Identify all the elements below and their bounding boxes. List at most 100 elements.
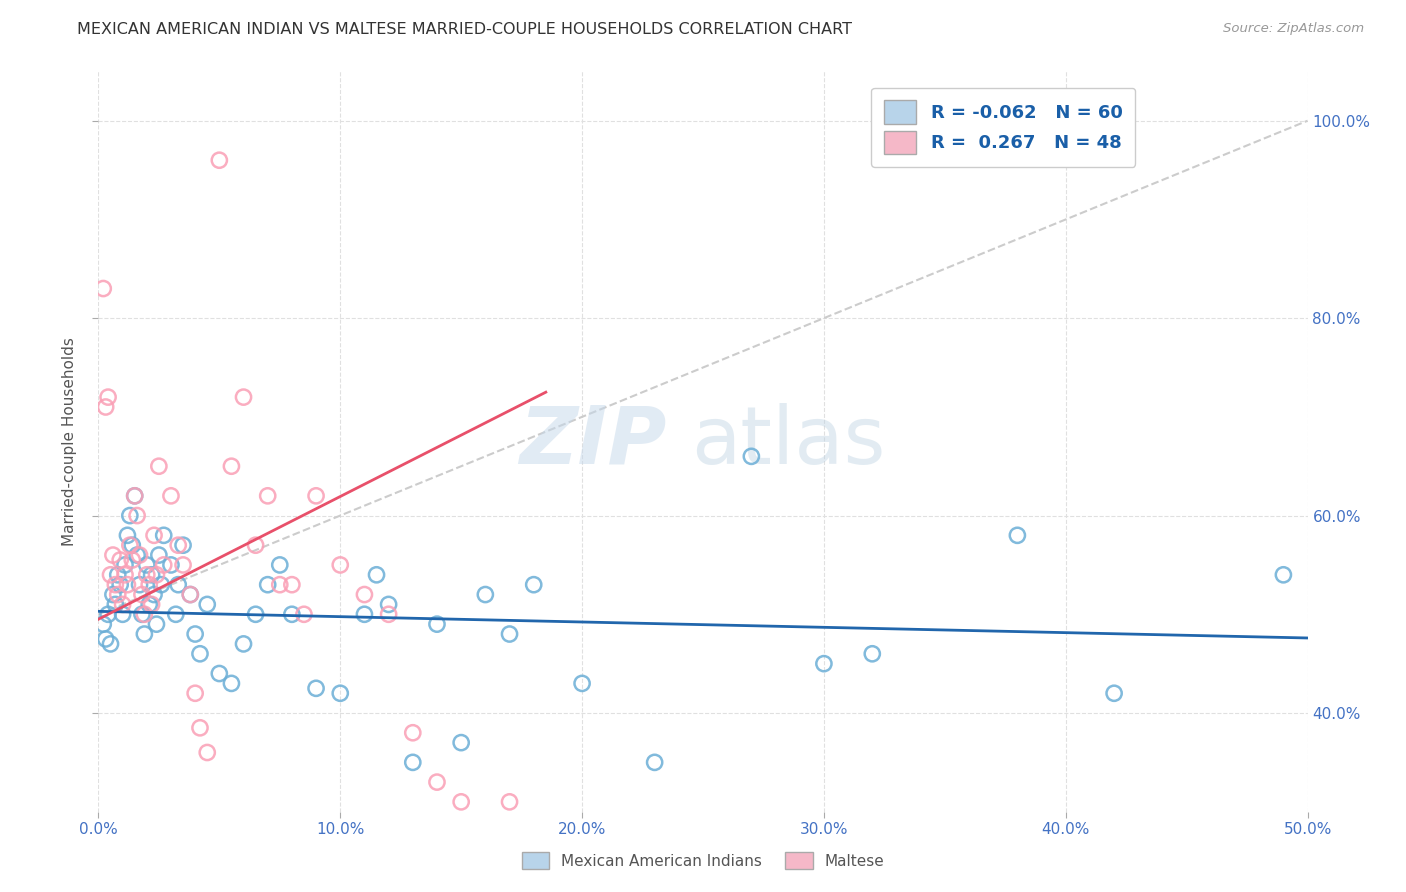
Point bbox=[152, 558, 174, 572]
Point bbox=[195, 598, 218, 612]
Point bbox=[208, 666, 231, 681]
Text: MEXICAN AMERICAN INDIAN VS MALTESE MARRIED-COUPLE HOUSEHOLDS CORRELATION CHART: MEXICAN AMERICAN INDIAN VS MALTESE MARRI… bbox=[77, 22, 852, 37]
Point bbox=[114, 558, 136, 572]
Point bbox=[184, 627, 207, 641]
Point bbox=[232, 637, 254, 651]
Point bbox=[134, 627, 156, 641]
Point bbox=[1007, 528, 1029, 542]
Point bbox=[179, 588, 201, 602]
Point bbox=[256, 489, 278, 503]
Point bbox=[128, 548, 150, 562]
Point bbox=[138, 577, 160, 591]
Point bbox=[269, 558, 291, 572]
Text: Source: ZipAtlas.com: Source: ZipAtlas.com bbox=[1223, 22, 1364, 36]
Point bbox=[426, 775, 449, 789]
Point bbox=[143, 588, 166, 602]
Text: ZIP: ZIP bbox=[519, 402, 666, 481]
Point bbox=[107, 588, 129, 602]
Point bbox=[281, 577, 304, 591]
Point bbox=[305, 681, 328, 696]
Point bbox=[188, 721, 211, 735]
Point bbox=[141, 567, 163, 582]
Point bbox=[134, 607, 156, 622]
Point bbox=[402, 756, 425, 770]
Point bbox=[292, 607, 315, 622]
Point bbox=[111, 598, 134, 612]
Point bbox=[131, 588, 153, 602]
Point bbox=[498, 795, 520, 809]
Point bbox=[148, 548, 170, 562]
Point bbox=[329, 558, 352, 572]
Point bbox=[111, 607, 134, 622]
Point bbox=[121, 553, 143, 567]
Point bbox=[160, 558, 183, 572]
Point bbox=[145, 567, 167, 582]
Point bbox=[143, 528, 166, 542]
Point bbox=[281, 607, 304, 622]
Point bbox=[108, 553, 131, 567]
Legend: R = -0.062   N = 60, R =  0.267   N = 48: R = -0.062 N = 60, R = 0.267 N = 48 bbox=[872, 87, 1135, 167]
Point bbox=[97, 390, 120, 404]
Point bbox=[245, 607, 267, 622]
Point bbox=[860, 647, 883, 661]
Point bbox=[740, 450, 762, 464]
Point bbox=[108, 577, 131, 591]
Point bbox=[450, 795, 472, 809]
Point bbox=[329, 686, 352, 700]
Point bbox=[221, 676, 243, 690]
Point bbox=[91, 281, 114, 295]
Point bbox=[91, 617, 114, 632]
Point bbox=[104, 577, 127, 591]
Point bbox=[135, 567, 157, 582]
Point bbox=[117, 577, 139, 591]
Point bbox=[232, 390, 254, 404]
Legend: Mexican American Indians, Maltese: Mexican American Indians, Maltese bbox=[516, 846, 890, 875]
Point bbox=[269, 577, 291, 591]
Point bbox=[188, 647, 211, 661]
Point bbox=[101, 548, 124, 562]
Point bbox=[138, 598, 160, 612]
Point bbox=[152, 528, 174, 542]
Point bbox=[184, 686, 207, 700]
Point bbox=[221, 459, 243, 474]
Point bbox=[148, 459, 170, 474]
Point bbox=[128, 577, 150, 591]
Point bbox=[127, 548, 149, 562]
Point bbox=[124, 489, 146, 503]
Point bbox=[121, 538, 143, 552]
Point bbox=[402, 725, 425, 739]
Point bbox=[172, 558, 194, 572]
Point bbox=[245, 538, 267, 552]
Point bbox=[813, 657, 835, 671]
Point bbox=[179, 588, 201, 602]
Point bbox=[100, 637, 122, 651]
Point bbox=[94, 400, 117, 414]
Point bbox=[1102, 686, 1125, 700]
Point bbox=[94, 632, 117, 646]
Point bbox=[104, 598, 127, 612]
Point bbox=[366, 567, 388, 582]
Point bbox=[474, 588, 496, 602]
Point bbox=[101, 588, 124, 602]
Point bbox=[114, 567, 136, 582]
Point bbox=[160, 489, 183, 503]
Point bbox=[124, 489, 146, 503]
Point bbox=[377, 607, 399, 622]
Point bbox=[450, 736, 472, 750]
Point bbox=[305, 489, 328, 503]
Point bbox=[118, 508, 141, 523]
Point bbox=[141, 598, 163, 612]
Point bbox=[150, 577, 173, 591]
Point bbox=[353, 588, 375, 602]
Point bbox=[97, 607, 120, 622]
Point bbox=[107, 567, 129, 582]
Point bbox=[165, 607, 187, 622]
Point bbox=[195, 746, 218, 760]
Point bbox=[100, 567, 122, 582]
Point bbox=[523, 577, 546, 591]
Y-axis label: Married-couple Households: Married-couple Households bbox=[62, 337, 77, 546]
Point bbox=[353, 607, 375, 622]
Point bbox=[644, 756, 666, 770]
Point bbox=[1272, 567, 1295, 582]
Point bbox=[167, 538, 190, 552]
